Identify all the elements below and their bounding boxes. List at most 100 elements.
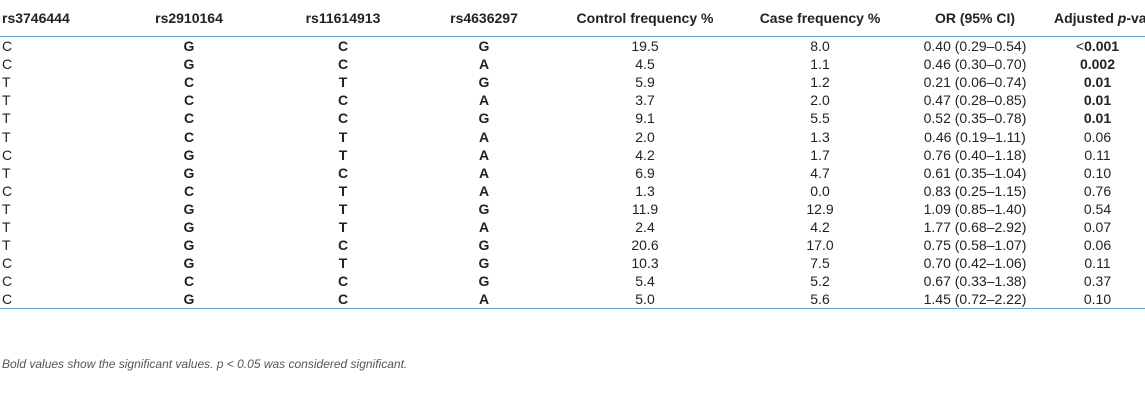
p-value: 0.06 [1083,237,1112,254]
cell-control-frequency: 2.4 [635,218,655,235]
cell-rs11614913: C [337,110,349,127]
p-value: 0.07 [1083,218,1112,235]
cell-rs4636297: A [478,92,490,109]
cell-rs2910164: G [183,146,195,163]
cell-or-ci: 1.09 (0.85–1.40) [923,200,1027,217]
cell-case-frequency: 5.6 [740,290,900,310]
cell-adjusted-p-value: 0.01 [1050,91,1145,109]
cell-control-frequency: 2.0 [635,128,655,145]
p-less-than-sign: < [1075,38,1085,55]
cell-adjusted-p-value: 0.54 [1050,200,1145,218]
cell-rs11614913: T [338,255,348,272]
cell-rs2910164: G [183,237,195,254]
cell-rs2910164: G [183,218,195,235]
p-value: 0.01 [1083,92,1112,109]
cell-rs2910164: G [183,255,195,272]
table-row: T G C A 6.9 4.7 0.61 (0.35–1.04) 0.10 [0,164,1145,182]
cell-rs4636297: G [478,110,490,127]
cell-control-frequency: 11.9 [631,200,659,217]
cell-rs3746444: C [2,38,13,55]
cell-control-frequency: 10.3 [631,255,659,272]
p-value: 0.002 [1079,56,1116,73]
p-value: 0.11 [1084,146,1111,163]
cell-rs4636297: G [478,74,490,91]
cell-control-frequency: 3.7 [635,92,655,109]
p-value: 0.10 [1083,164,1112,181]
table-row: T C T G 5.9 1.2 0.21 (0.06–0.74) 0.01 [0,73,1145,91]
cell-rs2910164: C [183,74,195,91]
cell-or-ci: 0.47 (0.28–0.85) [923,92,1027,109]
p-value: 0.76 [1083,182,1112,199]
cell-case-frequency: 8.0 [810,38,830,55]
table-row: C G T A 4.2 1.7 0.76 (0.40–1.18) 0.11 [0,146,1145,164]
cell-control-frequency: 5.4 [635,273,655,290]
cell-rs11614913: T [338,200,348,217]
cell-or-ci: 0.21 (0.06–0.74) [923,74,1027,91]
cell-rs2910164: C [183,128,195,145]
cell-case-frequency: 17.0 [806,237,834,254]
cell-control-frequency: 4.2 [635,146,655,163]
cell-case-frequency: 7.5 [810,255,830,272]
table-row: C G T G 10.3 7.5 0.70 (0.42–1.06) 0.11 [0,254,1145,272]
cell-rs2910164: C [183,92,195,109]
cell-rs3746444: T [2,164,11,181]
cell-rs4636297: G [478,237,490,254]
cell-case-frequency: 4.2 [810,218,830,235]
table-row: T C C G 9.1 5.5 0.52 (0.35–0.78) 0.01 [0,109,1145,127]
cell-rs3746444: T [2,237,11,254]
cell-control-frequency: 4.5 [635,56,655,73]
cell-adjusted-p-value: 0.06 [1050,236,1145,254]
header-rs2910164: rs2910164 [110,0,268,37]
cell-rs2910164: G [183,164,195,181]
cell-case-frequency: 4.7 [810,164,830,181]
cell-rs11614913: C [337,92,349,109]
cell-adjusted-p-value: 0.10 [1050,164,1145,182]
table-row: T G T A 2.4 4.2 1.77 (0.68–2.92) 0.07 [0,218,1145,236]
cell-or-ci: 1.45 (0.72–2.22) [900,290,1050,310]
cell-or-ci: 0.46 (0.30–0.70) [923,56,1027,73]
header-rs11614913: rs11614913 [268,0,418,37]
table-row: T C T A 2.0 1.3 0.46 (0.19–1.11) 0.06 [0,127,1145,145]
cell-adjusted-p-value: 0.11 [1050,254,1145,272]
cell-case-frequency: 1.7 [810,146,830,163]
cell-control-frequency: 20.6 [631,237,659,254]
cell-adjusted-p-value: 0.01 [1050,73,1145,91]
cell-rs3746444: C [2,56,13,73]
cell-case-frequency: 2.0 [810,92,830,109]
cell-or-ci: 0.75 (0.58–1.07) [923,237,1027,254]
header-control-frequency: Control frequency % [550,0,740,37]
cell-or-ci: 0.67 (0.33–1.38) [923,273,1027,290]
cell-rs2910164: C [183,273,195,290]
header-rs4636297: rs4636297 [418,0,550,37]
header-row: rs3746444 rs2910164 rs11614913 rs4636297… [0,0,1145,37]
cell-rs11614913: C [337,56,349,73]
p-value: 0.37 [1083,273,1112,290]
cell-control-frequency: 19.5 [631,38,659,55]
cell-rs3746444: C [2,146,13,163]
p-value: 0.10 [1083,291,1112,308]
table-row: C G C A 4.5 1.1 0.46 (0.30–0.70) 0.002 [0,55,1145,73]
table-row: C G C A 5.0 5.6 1.45 (0.72–2.22) 0.10 [0,290,1145,310]
cell-control-frequency: 1.3 [635,182,655,199]
cell-or-ci: 0.61 (0.35–1.04) [923,164,1027,181]
cell-case-frequency: 0.0 [810,182,830,199]
cell-case-frequency: 1.1 [810,56,830,73]
cell-rs4636297: A [478,128,490,145]
cell-adjusted-p-value: 0.76 [1050,182,1145,200]
table-row: T G C G 20.6 17.0 0.75 (0.58–1.07) 0.06 [0,236,1145,254]
cell-rs2910164: C [183,110,195,127]
cell-rs3746444: T [2,200,11,217]
cell-rs4636297: A [478,164,490,181]
cell-rs4636297: G [478,200,490,217]
cell-rs11614913: C [268,290,418,310]
cell-rs3746444: T [2,218,11,235]
cell-rs11614913: T [338,182,348,199]
cell-rs11614913: C [337,164,349,181]
cell-rs3746444: T [2,92,11,109]
table-row: C G C G 19.5 8.0 0.40 (0.29–0.54) <0.001 [0,37,1145,56]
header-rs3746444: rs3746444 [0,0,110,37]
table-row: C C C G 5.4 5.2 0.67 (0.33–1.38) 0.37 [0,272,1145,290]
cell-rs11614913: C [337,237,349,254]
cell-or-ci: 0.70 (0.42–1.06) [923,255,1027,272]
